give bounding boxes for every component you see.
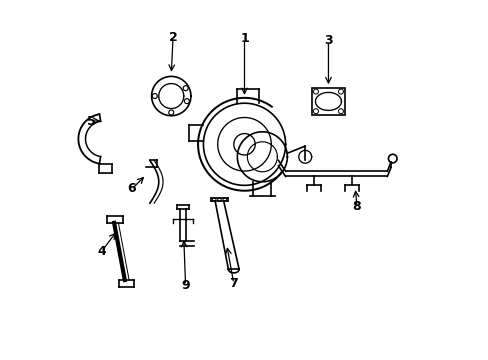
Text: 5: 5 [86, 114, 95, 127]
Text: 6: 6 [127, 183, 136, 195]
Text: 2: 2 [168, 31, 177, 44]
Text: 3: 3 [324, 34, 332, 47]
Text: 9: 9 [181, 279, 189, 292]
Text: 8: 8 [352, 200, 361, 213]
Bar [312, 88, 344, 115]
Text: 1: 1 [240, 32, 248, 45]
Text: 4: 4 [97, 245, 106, 258]
Text: 7: 7 [229, 277, 238, 290]
